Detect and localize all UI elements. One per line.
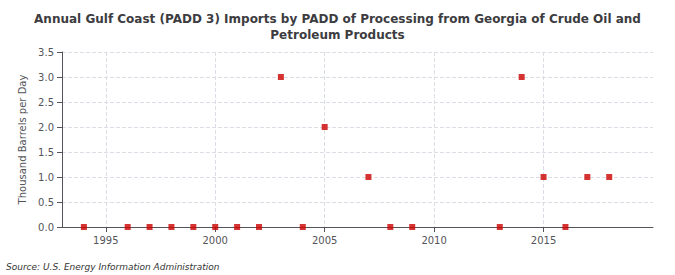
svg-text:1.5: 1.5: [38, 147, 54, 158]
svg-text:2005: 2005: [312, 235, 337, 246]
svg-text:Thousand Barrels per Day: Thousand Barrels per Day: [17, 75, 28, 206]
svg-text:1995: 1995: [93, 235, 118, 246]
svg-text:2015: 2015: [531, 235, 556, 246]
svg-text:2.5: 2.5: [38, 97, 54, 108]
svg-text:Petroleum Products: Petroleum Products: [270, 28, 404, 42]
svg-text:3.0: 3.0: [38, 72, 54, 83]
svg-text:Annual Gulf Coast (PADD 3) Imp: Annual Gulf Coast (PADD 3) Imports by PA…: [34, 12, 641, 26]
svg-text:2.0: 2.0: [38, 122, 54, 133]
svg-text:1.0: 1.0: [38, 172, 54, 183]
svg-text:3.5: 3.5: [38, 47, 54, 58]
svg-text:0.0: 0.0: [38, 222, 54, 233]
svg-text:2010: 2010: [421, 235, 446, 246]
svg-text:0.5: 0.5: [38, 197, 54, 208]
svg-text:2000: 2000: [202, 235, 227, 246]
svg-text:Source: U.S. Energy Informatio: Source: U.S. Energy Information Administ…: [6, 262, 220, 272]
